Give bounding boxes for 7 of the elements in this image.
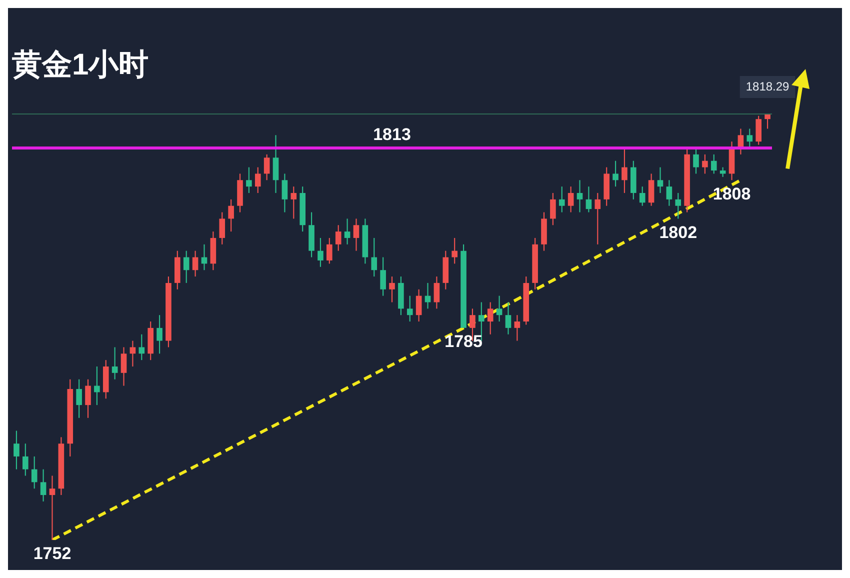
- annotation: 1808: [712, 184, 751, 204]
- annotation: 1785: [444, 332, 482, 352]
- chart-title: 黄金1小时: [12, 48, 149, 82]
- ref-line-label: 1818.29: [746, 79, 790, 94]
- ref-line-label: 1813: [373, 125, 411, 144]
- annotation: 1752: [33, 544, 72, 564]
- annotation: 1802: [659, 222, 698, 242]
